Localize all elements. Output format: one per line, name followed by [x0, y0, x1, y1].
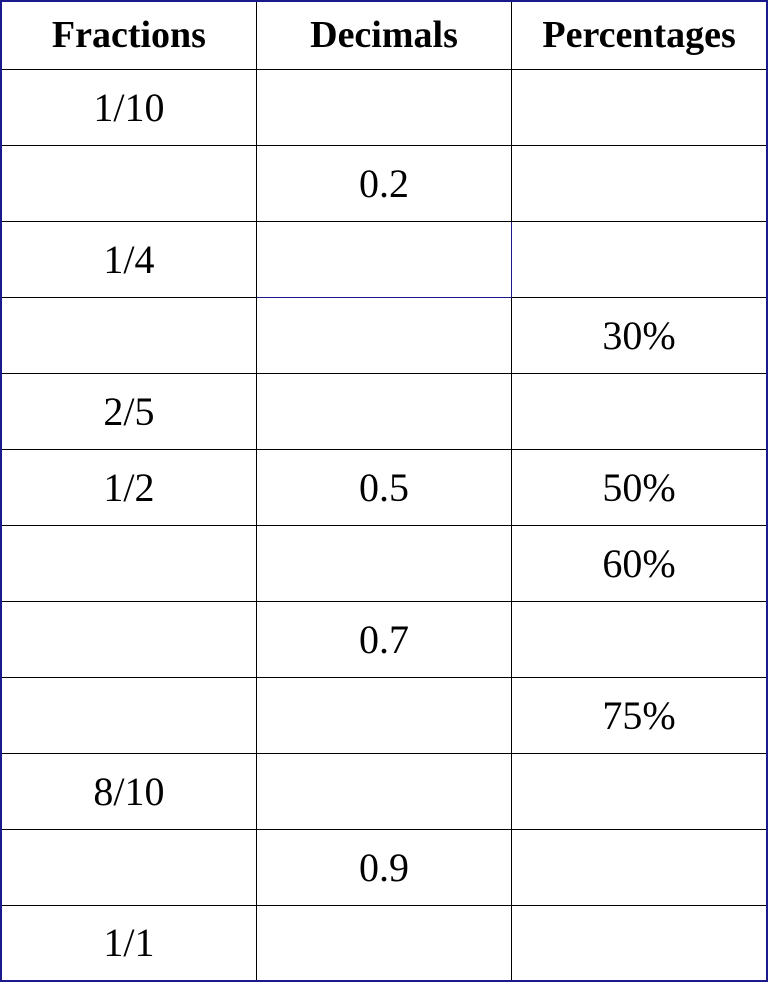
table-body: 1/10 0.2 1/4 30% 2/5	[1, 69, 767, 981]
cell-percentage: 30%	[512, 297, 767, 373]
cell-decimal: 0.9	[256, 829, 511, 905]
cell-fraction: 8/10	[1, 753, 256, 829]
table-row: 8/10	[1, 753, 767, 829]
cell-percentage	[512, 753, 767, 829]
cell-percentage	[512, 145, 767, 221]
table-row: 1/4	[1, 221, 767, 297]
cell-percentage: 75%	[512, 677, 767, 753]
cell-decimal	[256, 69, 511, 145]
cell-decimal	[256, 677, 511, 753]
cell-percentage	[512, 69, 767, 145]
cell-fraction	[1, 677, 256, 753]
table-row: 1/1	[1, 905, 767, 981]
header-decimals: Decimals	[256, 1, 511, 69]
cell-decimal: 0.7	[256, 601, 511, 677]
cell-fraction	[1, 297, 256, 373]
table-row: 0.9	[1, 829, 767, 905]
cell-fraction: 1/10	[1, 69, 256, 145]
cell-decimal	[256, 373, 511, 449]
cell-fraction: 2/5	[1, 373, 256, 449]
table-row: 30%	[1, 297, 767, 373]
conversion-table-container: Fractions Decimals Percentages 1/10 0.2 …	[0, 0, 768, 982]
cell-decimal: 0.2	[256, 145, 511, 221]
cell-percentage	[512, 829, 767, 905]
table-row: 1/2 0.5 50%	[1, 449, 767, 525]
table-row: 2/5	[1, 373, 767, 449]
cell-decimal	[256, 297, 511, 373]
table-row: 60%	[1, 525, 767, 601]
cell-percentage	[512, 905, 767, 981]
table-row: 1/10	[1, 69, 767, 145]
table-row: 75%	[1, 677, 767, 753]
cell-decimal: 0.5	[256, 449, 511, 525]
cell-decimal	[256, 525, 511, 601]
cell-fraction: 1/4	[1, 221, 256, 297]
header-fractions: Fractions	[1, 1, 256, 69]
conversion-table: Fractions Decimals Percentages 1/10 0.2 …	[0, 0, 768, 982]
cell-percentage	[512, 373, 767, 449]
cell-fraction	[1, 601, 256, 677]
cell-percentage	[512, 221, 767, 297]
cell-fraction: 1/2	[1, 449, 256, 525]
cell-fraction: 1/1	[1, 905, 256, 981]
cell-percentage: 60%	[512, 525, 767, 601]
header-row: Fractions Decimals Percentages	[1, 1, 767, 69]
cell-fraction	[1, 145, 256, 221]
table-header: Fractions Decimals Percentages	[1, 1, 767, 69]
table-row: 0.2	[1, 145, 767, 221]
cell-decimal	[256, 221, 511, 297]
cell-fraction	[1, 829, 256, 905]
cell-percentage	[512, 601, 767, 677]
table-row: 0.7	[1, 601, 767, 677]
cell-decimal	[256, 905, 511, 981]
cell-decimal	[256, 753, 511, 829]
cell-percentage: 50%	[512, 449, 767, 525]
header-percentages: Percentages	[512, 1, 767, 69]
cell-fraction	[1, 525, 256, 601]
